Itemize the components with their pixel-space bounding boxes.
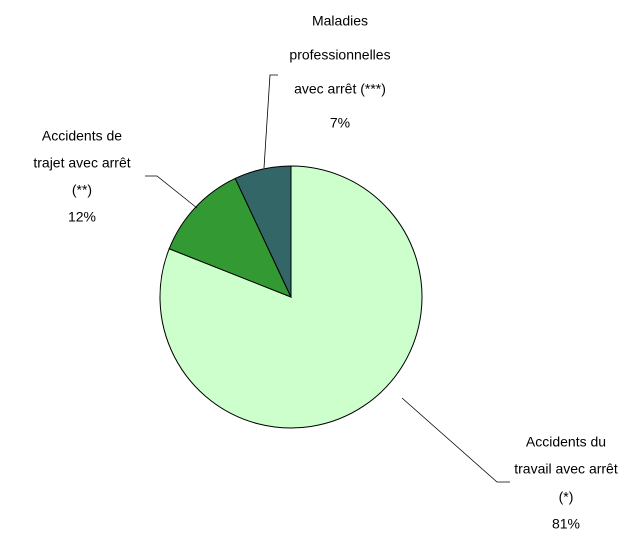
slice-label: (**) bbox=[72, 182, 92, 198]
slice-label: (*) bbox=[559, 489, 574, 505]
value-label: 7% bbox=[330, 115, 350, 131]
value-label: 81% bbox=[552, 516, 580, 532]
value-label: 12% bbox=[68, 209, 96, 225]
slice-label: Maladies bbox=[312, 13, 368, 29]
leader-line bbox=[401, 397, 510, 483]
slice-label: avec arrêt (***) bbox=[294, 81, 386, 97]
pie-slice bbox=[234, 165, 292, 298]
slice-label: trajet avec arrêt bbox=[33, 155, 130, 171]
slice-label: Accidents du bbox=[526, 434, 606, 450]
slice-label: Accidents de bbox=[42, 128, 122, 144]
leader-line bbox=[145, 175, 198, 209]
slice-label: travail avec arrêt bbox=[514, 461, 618, 477]
slice-label: professionnelles bbox=[289, 47, 390, 63]
leader-line bbox=[263, 74, 278, 169]
pie-slice bbox=[168, 177, 292, 298]
